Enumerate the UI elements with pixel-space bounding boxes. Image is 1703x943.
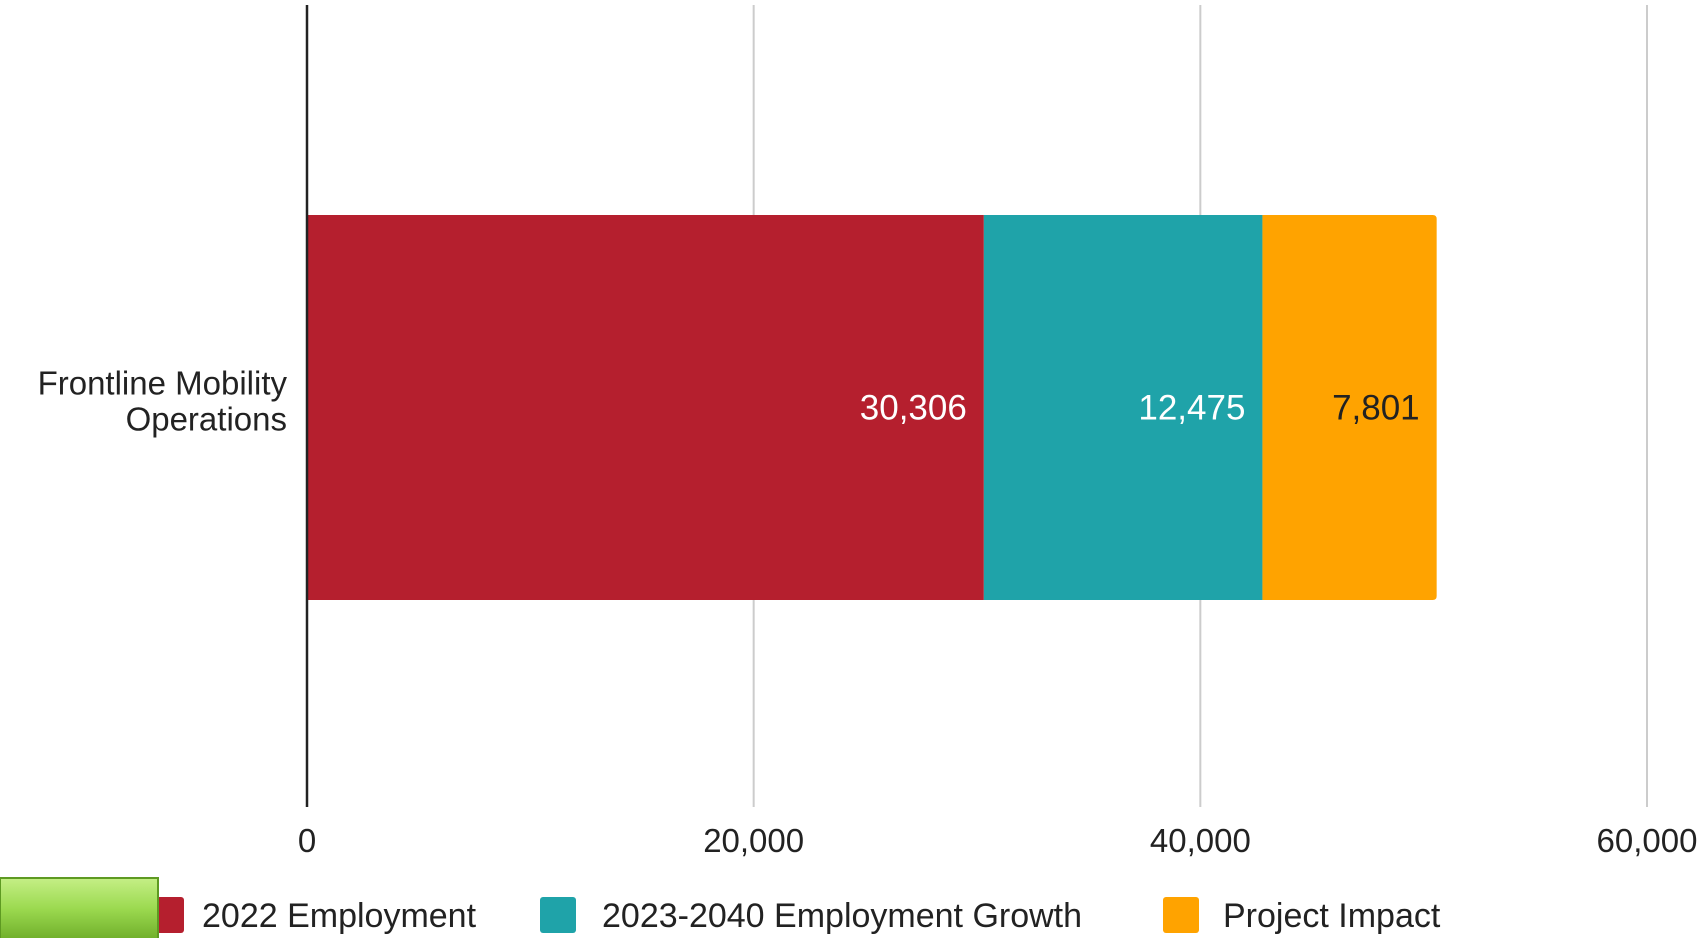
- legend-label: 2022 Employment: [202, 897, 477, 935]
- y-category-label: Frontline Mobility Operations: [38, 365, 288, 438]
- bar-value-label: 30,306: [860, 389, 967, 428]
- legend-label: 2023-2040 Employment Growth: [602, 897, 1082, 935]
- bar-segment: [307, 215, 984, 600]
- overlay: [0, 877, 159, 941]
- legend-swatch: [540, 897, 576, 933]
- green-overlay-shape: [0, 877, 159, 941]
- bar-value-label: 12,475: [1138, 389, 1245, 428]
- bar-value-label: 7,801: [1332, 389, 1420, 428]
- legend-swatch: [1163, 897, 1199, 933]
- legend: 2022 Employment 2023-2040 Employment Grow…: [148, 897, 1441, 935]
- data-labels: 30,306 12,475 7,801: [860, 389, 1420, 428]
- x-tick-label: 40,000: [1150, 822, 1251, 859]
- x-tick-label: 0: [298, 822, 316, 859]
- x-axis-ticks: 0 20,000 40,000 60,000: [298, 822, 1698, 859]
- legend-label: Project Impact: [1223, 897, 1441, 935]
- x-tick-label: 60,000: [1597, 822, 1698, 859]
- x-tick-label: 20,000: [703, 822, 804, 859]
- bar-segment: [983, 215, 1263, 600]
- y-axis-categories: Frontline Mobility Operations: [38, 365, 288, 438]
- bar-segment: [1262, 215, 1437, 600]
- bars: [307, 215, 1437, 600]
